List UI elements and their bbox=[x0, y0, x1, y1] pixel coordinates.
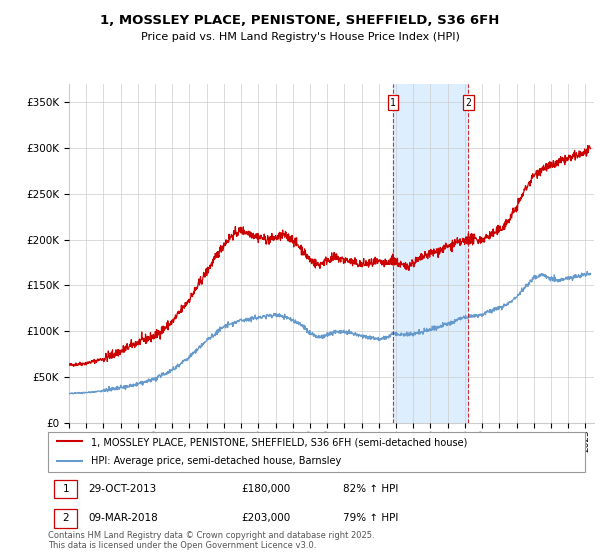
Text: 79% ↑ HPI: 79% ↑ HPI bbox=[343, 514, 399, 524]
Text: 29-OCT-2013: 29-OCT-2013 bbox=[88, 484, 157, 494]
FancyBboxPatch shape bbox=[48, 432, 585, 473]
Text: 1: 1 bbox=[390, 97, 396, 108]
Text: Contains HM Land Registry data © Crown copyright and database right 2025.
This d: Contains HM Land Registry data © Crown c… bbox=[48, 530, 374, 550]
Text: HPI: Average price, semi-detached house, Barnsley: HPI: Average price, semi-detached house,… bbox=[91, 456, 341, 466]
Text: 82% ↑ HPI: 82% ↑ HPI bbox=[343, 484, 399, 494]
FancyBboxPatch shape bbox=[55, 479, 77, 498]
Text: 2: 2 bbox=[465, 97, 471, 108]
FancyBboxPatch shape bbox=[55, 509, 77, 528]
Text: 1, MOSSLEY PLACE, PENISTONE, SHEFFIELD, S36 6FH (semi-detached house): 1, MOSSLEY PLACE, PENISTONE, SHEFFIELD, … bbox=[91, 437, 467, 447]
Bar bbox=[393, 84, 468, 423]
Text: 2: 2 bbox=[62, 514, 69, 524]
Text: Price paid vs. HM Land Registry's House Price Index (HPI): Price paid vs. HM Land Registry's House … bbox=[140, 32, 460, 43]
Text: £203,000: £203,000 bbox=[241, 514, 290, 524]
Text: 09-MAR-2018: 09-MAR-2018 bbox=[88, 514, 158, 524]
Text: 1, MOSSLEY PLACE, PENISTONE, SHEFFIELD, S36 6FH: 1, MOSSLEY PLACE, PENISTONE, SHEFFIELD, … bbox=[100, 14, 500, 27]
Text: £180,000: £180,000 bbox=[241, 484, 290, 494]
Text: 1: 1 bbox=[62, 484, 69, 494]
